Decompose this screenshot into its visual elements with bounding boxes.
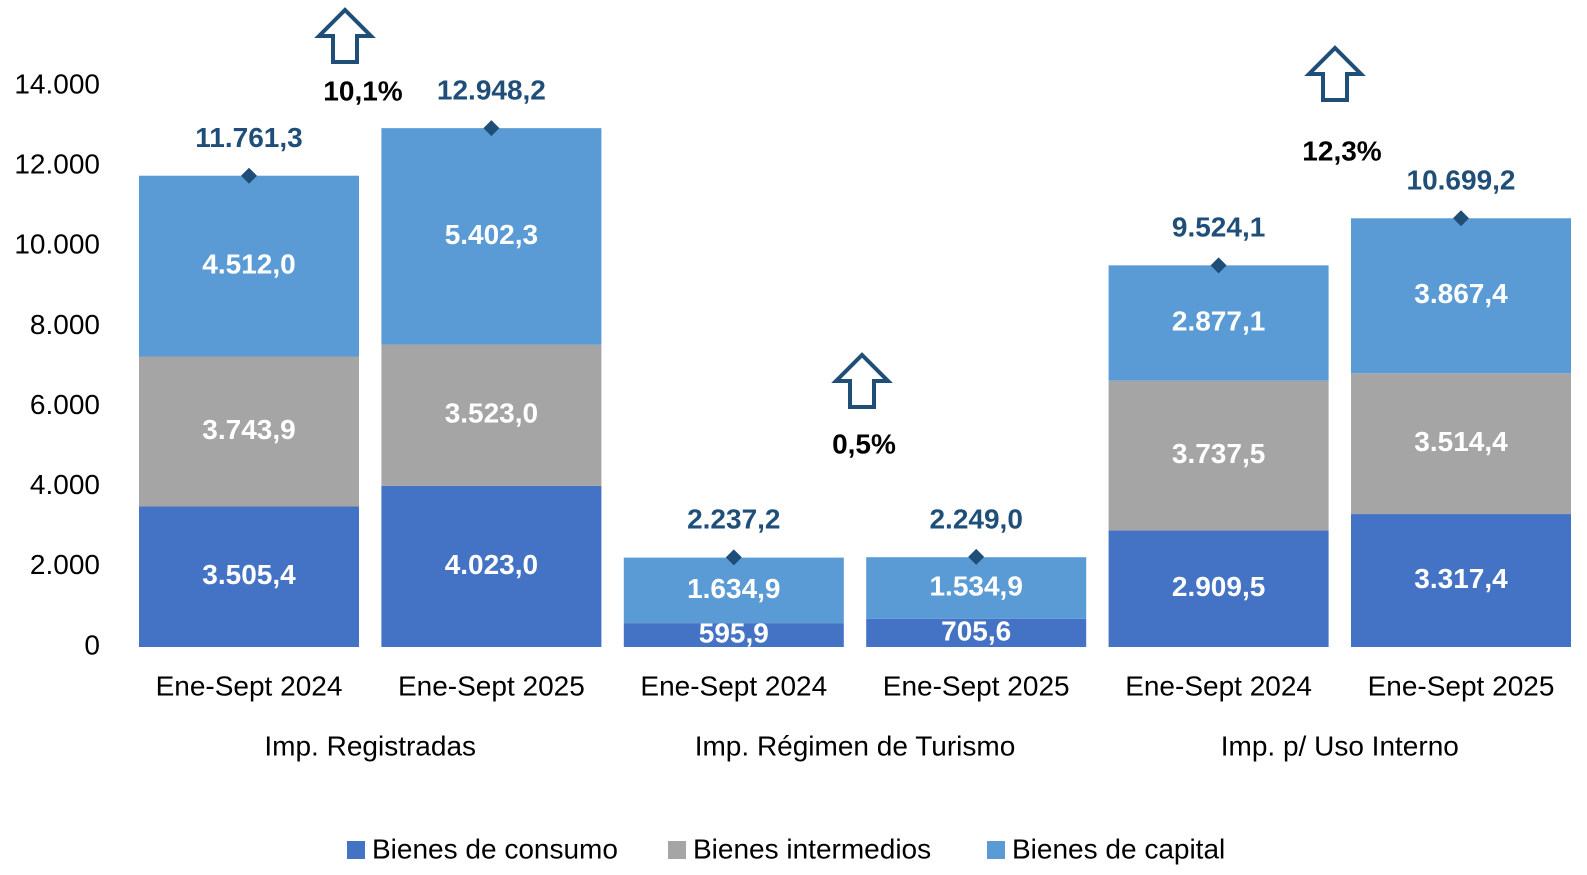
- bar-segment: [139, 356, 359, 507]
- legend-label: Bienes de consumo: [372, 833, 618, 864]
- data-label: 1.634,9: [687, 573, 780, 604]
- x-tick-label: Ene-Sept 2024: [640, 670, 827, 701]
- y-tick-label: 0: [84, 629, 100, 660]
- y-tick-label: 6.000: [30, 389, 100, 420]
- total-marker: [1210, 257, 1227, 274]
- bar-segment: [623, 557, 844, 624]
- x-tick-label: Ene-Sept 2025: [883, 670, 1070, 701]
- data-label: 5.402,3: [445, 219, 538, 250]
- total-label: 9.524,1: [1172, 212, 1265, 243]
- legend-label: Bienes de capital: [1012, 833, 1225, 864]
- data-label: 2.909,5: [1172, 571, 1265, 602]
- legend-swatch: [987, 841, 1005, 859]
- y-tick-label: 2.000: [30, 549, 100, 580]
- total-marker: [968, 548, 985, 565]
- bar-segment: [1108, 380, 1329, 531]
- total-label: 11.761,3: [195, 122, 302, 153]
- x-tick-label: Ene-Sept 2025: [1368, 670, 1555, 701]
- legend-swatch: [347, 841, 365, 859]
- group-label: Imp. p/ Uso Interno: [1221, 730, 1459, 761]
- bar-segment: [866, 557, 1087, 619]
- bar-segment: [139, 506, 359, 647]
- bar-segment: [381, 128, 602, 345]
- data-label: 3.737,5: [1172, 438, 1265, 469]
- bar-segment: [1351, 373, 1571, 515]
- data-label: 1.534,9: [929, 570, 1022, 601]
- group-label: Imp. Registradas: [264, 730, 476, 761]
- data-label: 2.877,1: [1172, 305, 1265, 336]
- total-label: 2.249,0: [929, 503, 1022, 534]
- bar-segment: [1108, 530, 1329, 647]
- total-marker: [1453, 210, 1469, 227]
- x-tick-label: Ene-Sept 2024: [1125, 670, 1312, 701]
- bar-segment: [381, 344, 602, 486]
- total-marker: [725, 549, 742, 566]
- bar-segment: [381, 485, 602, 647]
- data-label: 3.743,9: [202, 414, 295, 445]
- total-marker: [241, 167, 257, 184]
- bar-segment: [1108, 265, 1329, 381]
- total-label: 2.237,2: [687, 504, 780, 535]
- total-label: 10.699,2: [1407, 165, 1516, 196]
- x-tick-label: Ene-Sept 2024: [156, 670, 343, 701]
- data-label: 705,6: [941, 615, 1011, 646]
- data-label: 3.514,4: [1414, 426, 1508, 457]
- bar-segment: [1351, 218, 1571, 374]
- total-label: 12.948,2: [437, 75, 546, 106]
- y-tick-label: 8.000: [30, 309, 100, 340]
- change-label: 12,3%: [1302, 135, 1381, 166]
- data-label: 3.505,4: [202, 559, 296, 590]
- bar-segment: [139, 175, 359, 357]
- bar-segment: [1351, 514, 1571, 647]
- change-arrow: [314, 7, 376, 64]
- data-label: 3.523,0: [445, 398, 538, 429]
- change-label: 0,5%: [832, 428, 896, 459]
- data-label: 3.317,4: [1414, 563, 1508, 594]
- legend-swatch: [668, 841, 686, 859]
- group-label: Imp. Régimen de Turismo: [695, 730, 1016, 761]
- y-tick-label: 4.000: [30, 469, 100, 500]
- change-label: 10,1%: [323, 75, 402, 106]
- change-arrow: [1304, 45, 1366, 102]
- change-arrow: [831, 352, 893, 409]
- y-tick-label: 10.000: [14, 229, 100, 260]
- bar-segment: [623, 623, 844, 647]
- x-tick-label: Ene-Sept 2025: [398, 670, 585, 701]
- data-label: 4.023,0: [445, 549, 538, 580]
- data-label: 3.867,4: [1414, 278, 1508, 309]
- y-tick-label: 12.000: [14, 149, 100, 180]
- legend-label: Bienes intermedios: [693, 833, 931, 864]
- y-tick-label: 14.000: [14, 68, 100, 99]
- bar-segment: [866, 618, 1087, 647]
- total-marker: [483, 120, 500, 137]
- data-label: 4.512,0: [202, 248, 295, 279]
